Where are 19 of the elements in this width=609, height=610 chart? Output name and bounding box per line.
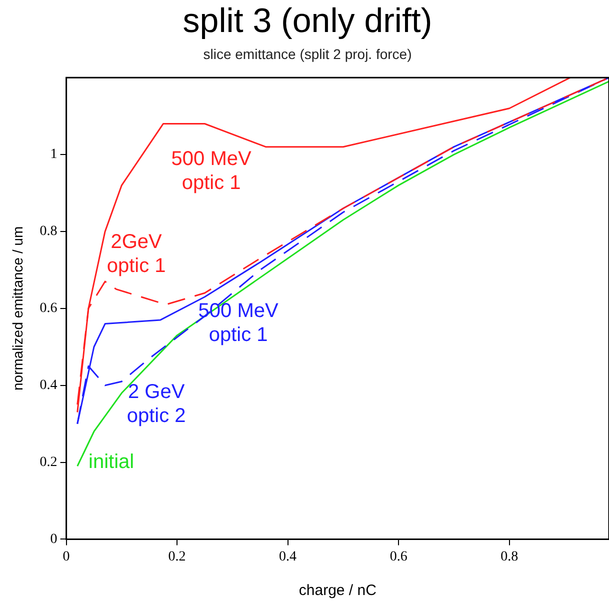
x-tick-label: 0.6 <box>390 549 408 564</box>
y-tick-label: 1 <box>50 147 58 162</box>
x-tick-label: 0.8 <box>500 549 518 564</box>
y-tick-label: 0.6 <box>40 301 58 316</box>
y-tick-label: 0 <box>50 532 58 547</box>
x-tick-label: 0 <box>62 549 70 564</box>
series-label: initial <box>88 451 134 474</box>
x-tick-label: 0.4 <box>279 549 297 564</box>
chart-subtitle: slice emittance (split 2 proj. force) <box>203 46 412 62</box>
series-label: 2 GeV optic 2 <box>126 381 186 428</box>
series-label: 500 MeV optic 1 <box>171 148 252 194</box>
y-tick-label: 0.8 <box>40 224 58 240</box>
y-axis-title: normalized emittance / um <box>9 226 26 390</box>
y-tick-label: 0.4 <box>40 378 58 394</box>
chart-title: split 3 (only drift) <box>182 2 432 40</box>
y-tick-label: 0.2 <box>40 454 58 470</box>
x-tick-label: 0.2 <box>168 549 186 564</box>
x-axis-title: charge / nC <box>298 582 377 600</box>
series-label: 2GeV optic 1 <box>106 231 166 278</box>
